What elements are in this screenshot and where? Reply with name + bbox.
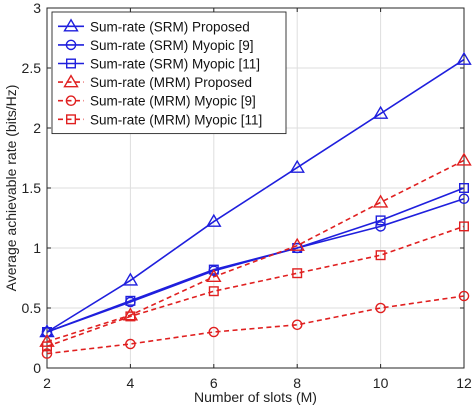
data-point — [459, 182, 470, 193]
data-point — [375, 215, 386, 226]
data-point — [375, 221, 386, 232]
data-point — [291, 319, 303, 331]
y-tick-label: 0 — [33, 360, 41, 376]
data-point — [122, 272, 139, 286]
legend-label: Sum-rate (MRM) Myopic [9] — [90, 94, 256, 109]
data-point — [459, 221, 470, 232]
legend-entry: Sum-rate (MRM) Proposed — [58, 74, 252, 90]
series-3 — [42, 182, 470, 338]
data-point — [122, 307, 139, 321]
legend-entry: Sum-rate (MRM) Myopic [11] — [58, 112, 262, 127]
legend-swatch-marker — [65, 95, 77, 106]
data-point — [456, 152, 472, 166]
data-point — [208, 286, 219, 297]
x-tick-label: 6 — [210, 375, 218, 391]
data-point — [41, 348, 53, 359]
series-1 — [39, 51, 472, 338]
axis-ticks: 2 4 6 8 10 12 0 0.5 1 1.5 2 2.5 3 — [22, 0, 472, 391]
series-6 — [42, 221, 470, 352]
data-point — [208, 326, 220, 338]
series-line — [46, 295, 465, 355]
legend-entry: Sum-rate (SRM) Myopic [9] — [58, 38, 254, 53]
data-point — [458, 193, 470, 205]
legend: Sum-rate (SRM) Proposed Sum-rate (SRM) My… — [51, 11, 287, 135]
data-point — [372, 105, 389, 119]
legend-label: Sum-rate (SRM) Proposed — [90, 19, 250, 34]
data-point — [375, 250, 386, 261]
series-4 — [39, 152, 472, 347]
legend-label: Sum-rate (SRM) Myopic [11] — [90, 57, 260, 72]
series-line — [46, 159, 465, 343]
data-point — [289, 159, 305, 173]
series-2 — [41, 193, 470, 338]
x-tick-label: 4 — [127, 375, 135, 391]
legend-label: Sum-rate (MRM) Myopic [11] — [90, 112, 262, 127]
legend-entry: Sum-rate (SRM) Proposed — [58, 18, 250, 34]
series-line — [46, 198, 465, 333]
data-point — [289, 237, 305, 251]
data-point — [125, 311, 136, 322]
y-tick-label: 1 — [33, 240, 41, 256]
data-point — [292, 268, 303, 279]
x-tick-label: 12 — [456, 375, 472, 391]
series-lines — [39, 51, 472, 359]
legend-swatch-marker — [65, 114, 76, 125]
x-axis-label: Number of slots (M) — [194, 389, 317, 405]
data-point — [292, 242, 303, 253]
legend-swatch-marker — [63, 74, 79, 88]
y-tick-label: 1.5 — [22, 180, 42, 196]
series-line — [46, 187, 465, 333]
data-point — [375, 302, 386, 314]
data-point — [206, 268, 222, 283]
data-point — [372, 194, 389, 208]
legend-entry: Sum-rate (MRM) Myopic [9] — [58, 94, 256, 109]
data-point — [458, 290, 470, 302]
x-tick-label: 8 — [293, 375, 301, 391]
legend-entry: Sum-rate (SRM) Myopic [11] — [58, 57, 260, 72]
series-line — [46, 225, 465, 348]
data-point — [456, 51, 472, 65]
x-tick-label: 2 — [43, 375, 51, 391]
y-axis-label: Average achievable rate (bits/Hz) — [3, 85, 19, 292]
data-point — [125, 295, 136, 306]
series-5 — [41, 290, 470, 359]
legend-swatch-marker — [63, 18, 79, 32]
legend-swatch-marker — [65, 58, 76, 69]
y-tick-label: 2 — [33, 120, 41, 136]
legend-box — [51, 11, 287, 135]
data-point — [208, 264, 219, 275]
data-point — [125, 338, 136, 350]
legend-swatch-marker — [65, 39, 77, 51]
legend-label: Sum-rate (MRM) Proposed — [90, 75, 252, 90]
y-tick-label: 0.5 — [22, 300, 42, 316]
y-tick-label: 2.5 — [22, 60, 42, 76]
y-tick-label: 3 — [33, 0, 41, 16]
legend-label: Sum-rate (SRM) Myopic [9] — [90, 38, 254, 53]
x-tick-label: 10 — [373, 375, 389, 391]
data-point — [206, 213, 222, 227]
data-point — [42, 341, 53, 352]
series-line — [46, 58, 465, 333]
